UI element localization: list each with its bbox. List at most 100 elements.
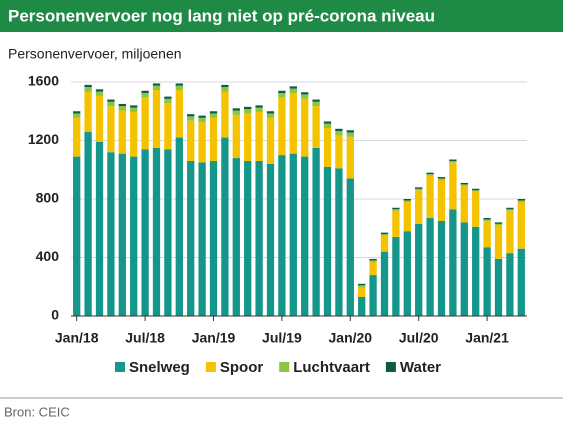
bar-segment — [403, 231, 411, 316]
title-banner — [0, 0, 563, 32]
bar-segment — [266, 113, 275, 118]
bar-segment — [289, 88, 297, 93]
bar-segment — [472, 226, 480, 316]
bar-segment — [437, 177, 446, 179]
bar-segment — [289, 92, 297, 154]
bar-segment — [95, 91, 104, 96]
x-tick-label: Jul/20 — [399, 330, 439, 346]
bar-segment — [380, 234, 389, 236]
bar-segment — [187, 160, 195, 316]
bar-segment — [380, 251, 389, 316]
bar-segment — [449, 162, 457, 210]
bar-segment — [255, 105, 263, 108]
bar-segment — [415, 223, 423, 316]
bar-segment — [312, 101, 320, 107]
bar-segment — [221, 137, 229, 316]
bar-segment — [483, 247, 491, 316]
bar-segment — [346, 178, 354, 316]
bar-segment — [415, 188, 423, 191]
bar-segment — [164, 103, 172, 150]
bar-segment — [437, 179, 446, 221]
bar-segment — [232, 114, 240, 159]
bar-segment — [187, 120, 195, 161]
bar-segment — [278, 90, 286, 93]
legend-label: Spoor — [220, 359, 263, 376]
bar-segment — [506, 209, 514, 211]
bar-segment — [517, 248, 525, 316]
bar-segment — [494, 225, 503, 259]
bar-segment — [346, 130, 354, 133]
bar-segment — [244, 113, 252, 161]
y-tick-label: 400 — [36, 248, 60, 264]
bar-segment — [118, 103, 126, 107]
bar-segment — [107, 152, 115, 316]
bar-segment — [437, 220, 446, 316]
bar-segment — [130, 111, 138, 157]
bar-segment — [403, 200, 411, 202]
bar-segment — [449, 160, 457, 163]
bar-segment — [460, 184, 468, 186]
bar-segment — [209, 160, 218, 316]
bar-segment — [392, 207, 400, 210]
bar-segment — [460, 182, 468, 185]
bar-segment — [255, 111, 263, 161]
legend-swatch — [205, 362, 216, 372]
bar-segment — [323, 166, 332, 316]
bar-segment — [130, 105, 138, 108]
bar-segment — [244, 106, 252, 110]
bar-segment — [244, 109, 252, 114]
bar-segment — [141, 149, 149, 316]
bar-segment — [152, 90, 161, 148]
bar-segment — [506, 253, 514, 316]
bar-segment — [73, 117, 81, 157]
bar-segment — [118, 110, 126, 154]
bar-segment — [73, 156, 81, 316]
y-tick-label: 0 — [51, 307, 59, 323]
bar-segment — [198, 122, 206, 163]
bar-segment — [130, 156, 138, 316]
bar-segment — [472, 191, 480, 227]
bar-segment — [84, 84, 92, 88]
bar-segment — [118, 106, 126, 111]
bar-segment — [323, 121, 332, 124]
bar-segment — [84, 131, 92, 316]
bar-segment — [460, 185, 468, 223]
x-tick-label: Jul/19 — [262, 330, 302, 346]
y-axis-label: Personenvervoer, miljoenen — [8, 46, 182, 62]
bar-segment — [266, 163, 275, 316]
bar-segment — [209, 113, 218, 118]
bar-segment — [392, 209, 400, 211]
legend-label: Water — [400, 359, 441, 376]
bar-segment — [209, 117, 218, 161]
bar-segment — [152, 83, 161, 86]
bar-segment — [95, 141, 104, 316]
bar-segment — [232, 110, 240, 115]
legend-label: Luchtvaart — [293, 359, 370, 376]
bar-segment — [198, 117, 206, 123]
bar-segment — [483, 219, 491, 221]
legend-label: Snelweg — [129, 359, 190, 376]
legend-swatch — [385, 362, 396, 372]
bar-segment — [335, 168, 343, 316]
bar-segment — [198, 115, 206, 118]
bar-segment — [323, 123, 332, 129]
bar-segment — [312, 147, 320, 316]
bar-segment — [187, 116, 195, 121]
bar-segment — [266, 111, 275, 114]
bar-segment — [369, 261, 377, 276]
bar-segment — [392, 210, 400, 238]
bar-segment — [107, 101, 115, 107]
bar-segment — [494, 258, 503, 316]
x-tick-label: Jul/18 — [125, 330, 165, 346]
bar-segment — [152, 147, 161, 316]
bar-segment — [369, 260, 377, 262]
bar-segment — [426, 218, 434, 316]
bar-segment — [130, 107, 138, 112]
bar-segment — [232, 158, 240, 316]
y-tick-label: 1600 — [28, 73, 59, 89]
bar-segment — [335, 135, 343, 169]
bar-segment — [84, 91, 92, 132]
bar-segment — [517, 201, 525, 249]
x-tick-label: Jan/19 — [192, 330, 236, 346]
bar-segment — [107, 99, 115, 102]
